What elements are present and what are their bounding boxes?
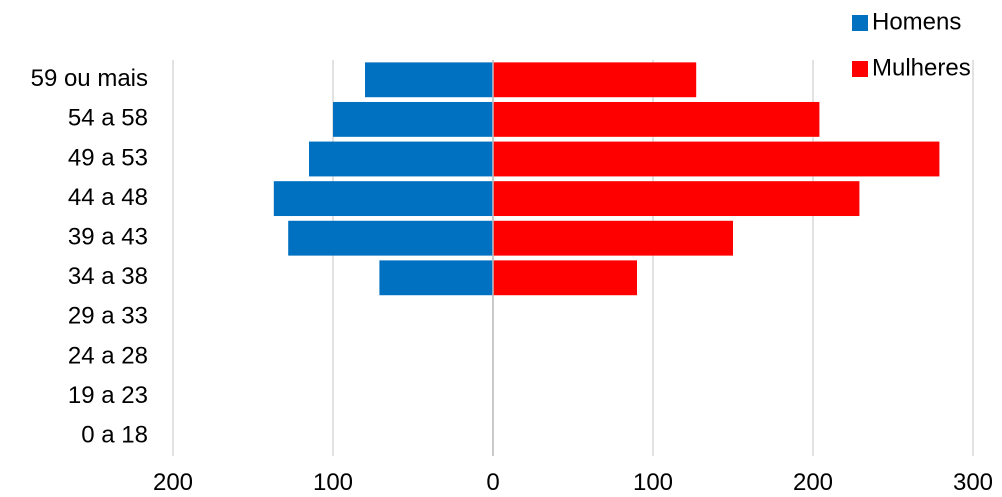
x-tick-label-1: 100 <box>313 469 353 496</box>
legend: Homens Mulheres <box>852 8 971 81</box>
bar-mulheres-0 <box>493 62 697 98</box>
x-tick-label-5: 300 <box>953 469 993 496</box>
x-tick-label-0: 200 <box>153 469 193 496</box>
x-tick-label-4: 200 <box>793 469 833 496</box>
x-tick-labels: 200 100 0 100 200 300 <box>153 469 993 496</box>
legend-label-homens: Homens <box>872 8 961 35</box>
bar-homens-5 <box>379 260 493 296</box>
bar-homens-0 <box>365 62 493 98</box>
category-label-6: 29 a 33 <box>68 303 148 330</box>
category-label-8: 19 a 23 <box>68 382 148 409</box>
category-label-4: 39 a 43 <box>68 224 148 251</box>
bar-homens-1 <box>333 101 493 137</box>
legend-swatch-homens <box>852 15 868 31</box>
x-tick-label-2: 0 <box>486 469 499 496</box>
legend-swatch-mulheres <box>852 61 868 77</box>
bar-mulheres-5 <box>493 260 637 296</box>
category-label-5: 34 a 38 <box>68 263 148 290</box>
category-label-0: 59 ou mais <box>31 65 148 92</box>
bar-homens-2 <box>309 141 493 177</box>
bar-mulheres-1 <box>493 101 820 137</box>
category-label-1: 54 a 58 <box>68 105 148 132</box>
bar-mulheres-4 <box>493 220 733 256</box>
category-label-3: 44 a 48 <box>68 184 148 211</box>
legend-label-mulheres: Mulheres <box>872 54 971 81</box>
x-tick-label-3: 100 <box>633 469 673 496</box>
bar-mulheres-2 <box>493 141 940 177</box>
category-label-7: 24 a 28 <box>68 342 148 369</box>
bar-mulheres-3 <box>493 181 860 217</box>
bar-homens-4 <box>288 220 493 256</box>
bar-homens-3 <box>273 181 493 217</box>
category-labels: 59 ou mais 54 a 58 49 a 53 44 a 48 39 a 43 34… <box>31 65 148 448</box>
category-label-9: 0 a 18 <box>81 422 148 449</box>
bars <box>273 60 940 456</box>
category-label-2: 49 a 53 <box>68 144 148 171</box>
